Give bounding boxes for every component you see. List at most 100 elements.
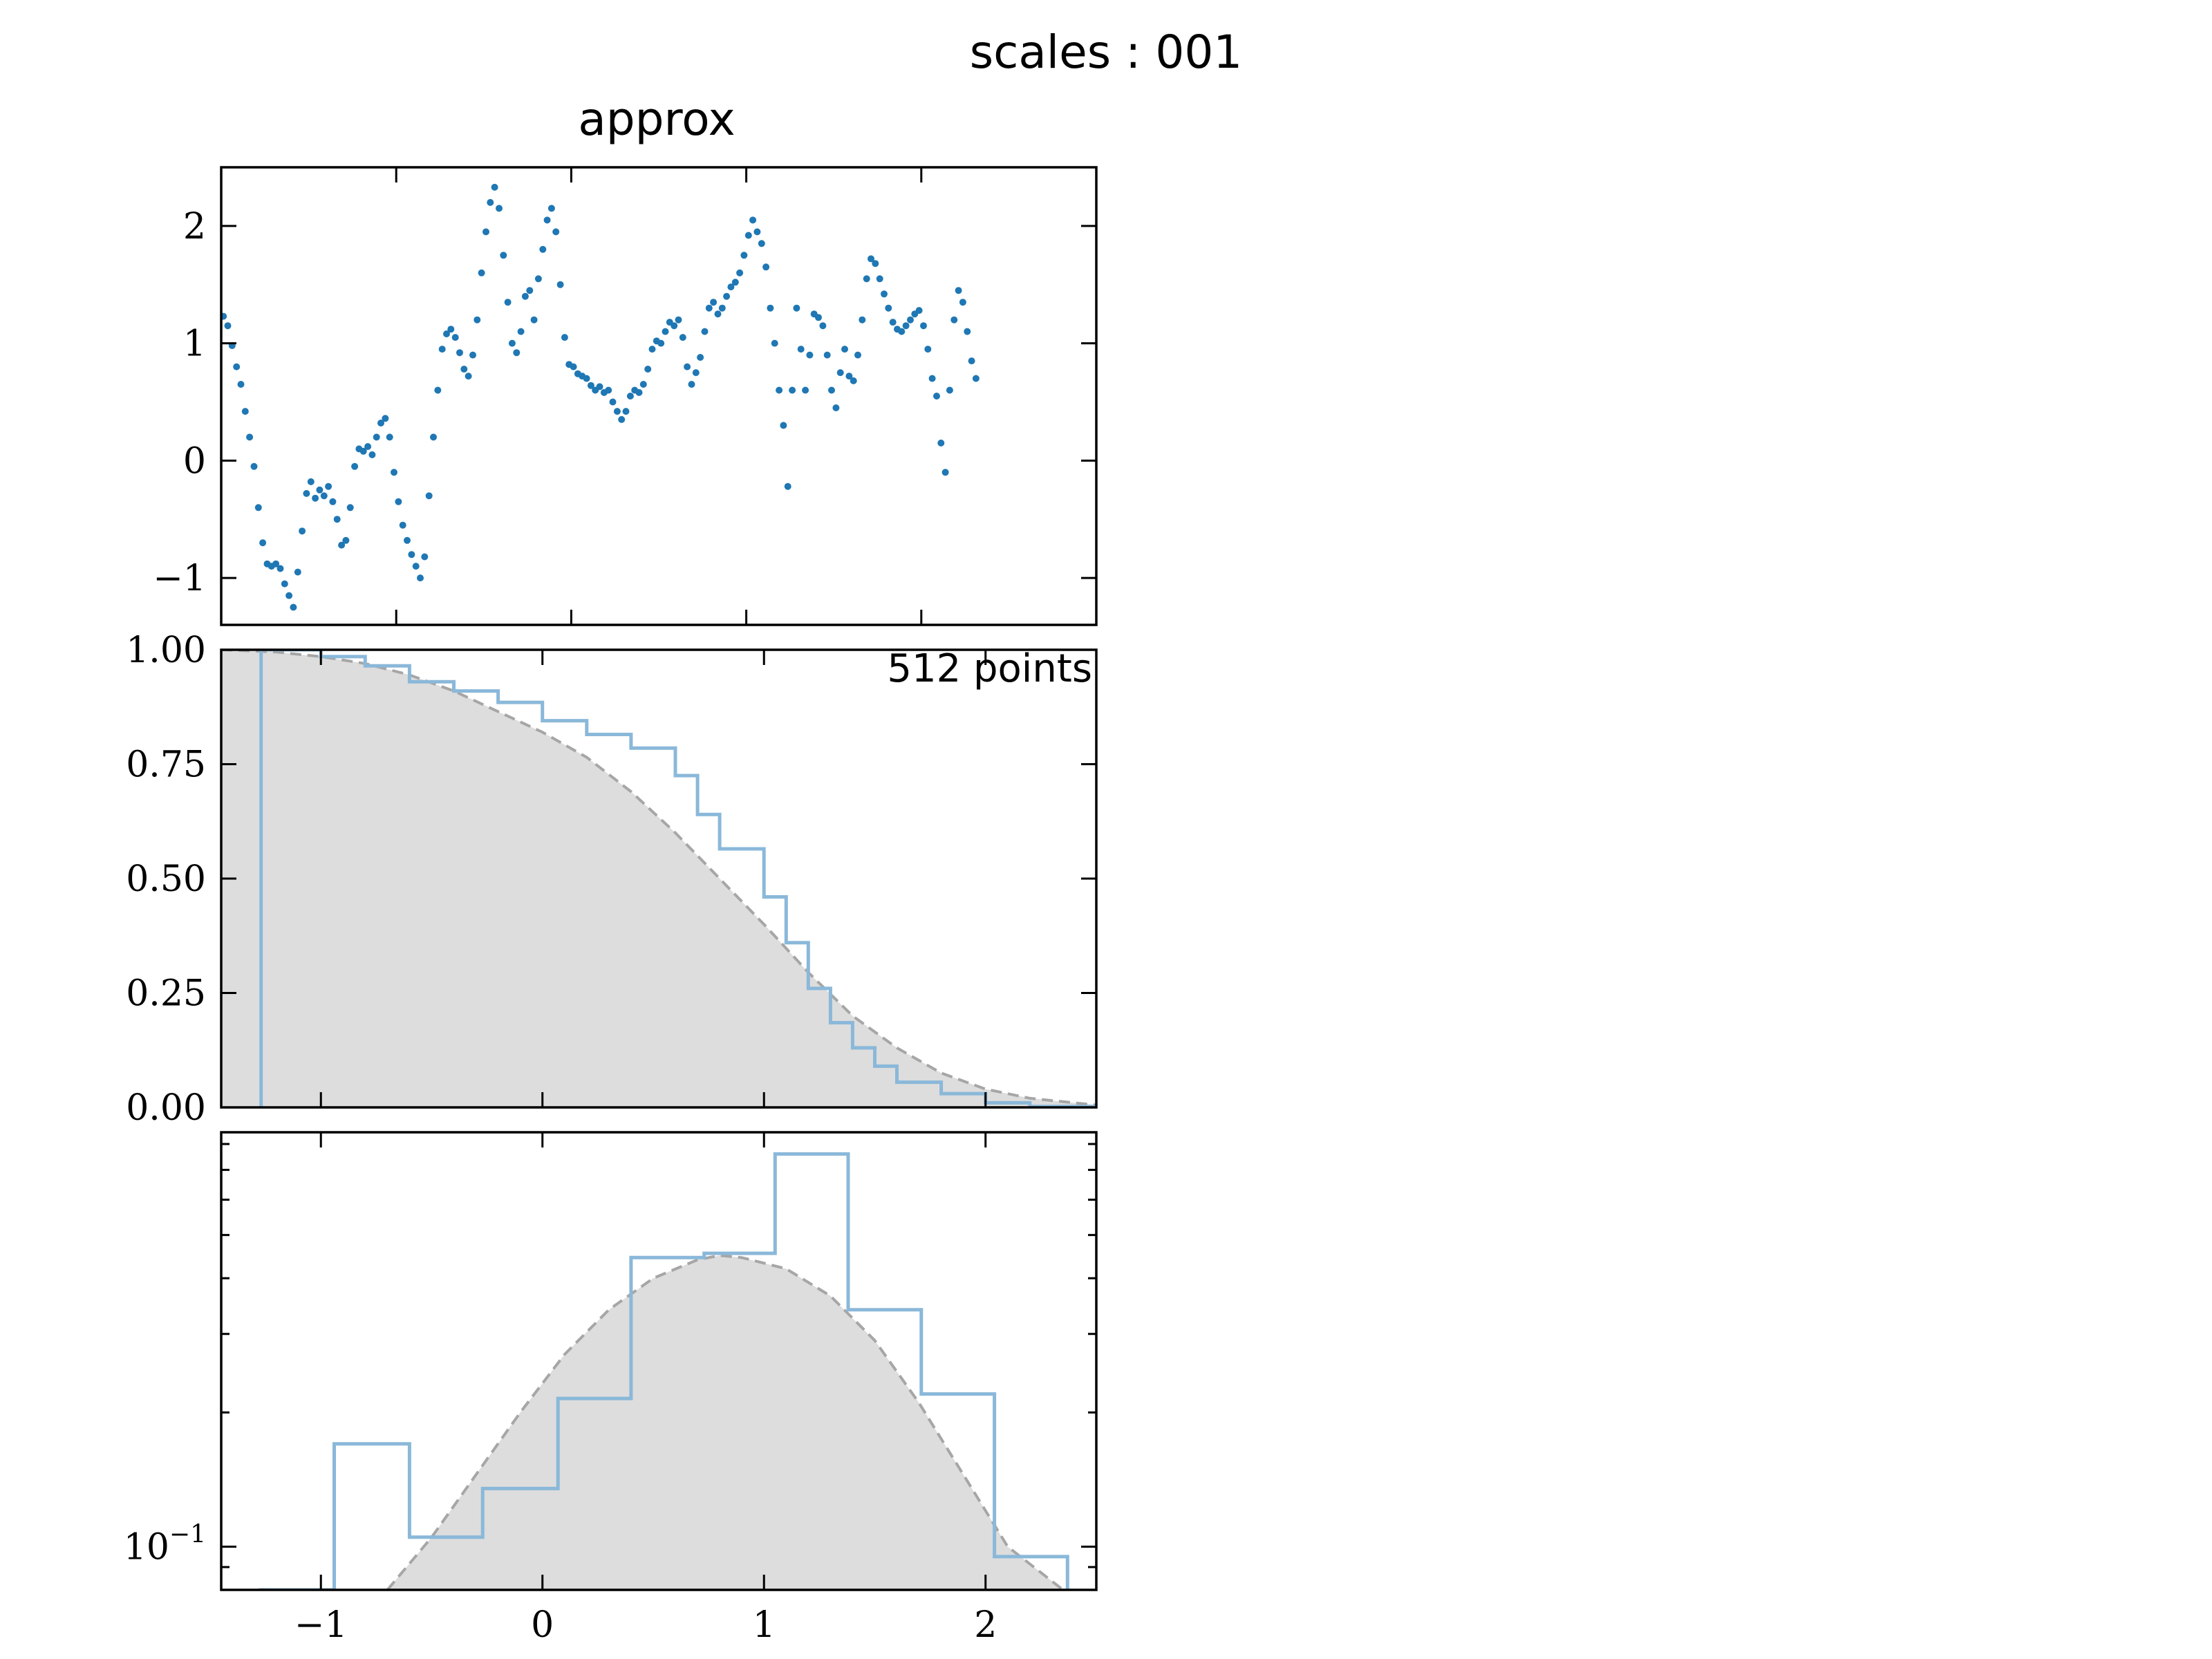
scatter-point bbox=[933, 393, 940, 400]
scatter-point bbox=[731, 279, 739, 286]
scatter-point bbox=[254, 504, 262, 512]
scatter-point bbox=[241, 408, 249, 415]
scatter-point bbox=[373, 433, 380, 441]
scatter-point bbox=[605, 386, 612, 394]
scatter-point bbox=[815, 314, 822, 321]
scatter-point bbox=[701, 328, 709, 335]
scatter-point bbox=[382, 415, 389, 422]
scatter-point bbox=[845, 373, 853, 380]
scatter-point bbox=[771, 339, 778, 347]
scatter-point bbox=[635, 388, 643, 396]
scatter-point bbox=[797, 346, 805, 353]
scatter-point bbox=[412, 563, 420, 570]
scatter-point bbox=[421, 553, 429, 561]
scatter-point bbox=[679, 334, 686, 341]
scatter-point bbox=[714, 310, 722, 318]
scatter-point bbox=[762, 263, 770, 271]
scatter-point bbox=[316, 486, 324, 494]
scatter-point bbox=[250, 462, 258, 470]
scatter-point bbox=[320, 492, 328, 500]
scatter-point bbox=[684, 363, 691, 371]
scatter-point bbox=[639, 381, 647, 388]
scatter-point bbox=[368, 451, 376, 458]
scatter-point bbox=[552, 228, 560, 236]
scatter-point bbox=[583, 375, 590, 382]
x-tick-label: 2 bbox=[974, 1604, 997, 1646]
scatter-point bbox=[386, 433, 393, 441]
scatter-point bbox=[430, 433, 437, 441]
scatter-point bbox=[438, 346, 446, 353]
scatter-point bbox=[955, 287, 962, 294]
scatter-point bbox=[907, 316, 914, 324]
panel-approx-scatter: approx −1 0 1 2 bbox=[153, 93, 1098, 626]
scatter-point bbox=[587, 382, 594, 389]
scatter-point bbox=[832, 404, 840, 411]
scatter-point bbox=[780, 422, 787, 429]
scatter-point bbox=[556, 281, 564, 288]
scatter-point bbox=[417, 574, 424, 582]
scatter-point bbox=[521, 292, 529, 300]
scatter-point bbox=[513, 349, 521, 357]
scatter-point bbox=[221, 312, 227, 320]
axes-frame bbox=[220, 1131, 1098, 1591]
scatter-point bbox=[434, 386, 442, 394]
scatter-point bbox=[744, 232, 752, 239]
scatter-point bbox=[443, 330, 450, 337]
scatter-point bbox=[224, 322, 232, 330]
scatter-point bbox=[547, 205, 555, 212]
x-tick-label: −1 bbox=[294, 1604, 348, 1646]
scatter-point bbox=[346, 504, 354, 512]
scatter-point bbox=[281, 580, 288, 588]
scatter-point bbox=[644, 366, 652, 373]
scatter-point bbox=[359, 447, 367, 455]
scatter-point bbox=[246, 433, 254, 441]
scatter-point bbox=[500, 252, 507, 259]
scatter-point bbox=[697, 354, 704, 361]
scatter-point bbox=[408, 551, 415, 559]
scatter-point bbox=[622, 408, 630, 415]
scatter-point bbox=[237, 381, 245, 388]
scatter-point bbox=[736, 269, 744, 276]
scatter-point bbox=[758, 240, 765, 247]
scatter-point bbox=[662, 328, 669, 335]
reference-curve bbox=[386, 1254, 1065, 1590]
panel-title: approx bbox=[578, 93, 735, 146]
scatter-point bbox=[793, 304, 800, 312]
scatter-point bbox=[534, 275, 542, 283]
scatter-point bbox=[543, 216, 551, 224]
scatter-point bbox=[451, 334, 459, 341]
scatter-point bbox=[425, 492, 433, 500]
scatter-point bbox=[596, 383, 603, 391]
y-tick-label: 0.00 bbox=[126, 1087, 206, 1129]
plot-area bbox=[221, 650, 1096, 1107]
scatter-point bbox=[819, 322, 827, 330]
scatter-point bbox=[399, 521, 406, 529]
scatter-point bbox=[338, 541, 346, 549]
scatter-point bbox=[767, 304, 774, 312]
scatter-point bbox=[404, 536, 411, 544]
scatter-point bbox=[276, 565, 284, 572]
scatter-point bbox=[259, 539, 267, 547]
y-tick-label: −1 bbox=[153, 558, 206, 599]
scatter-point bbox=[526, 287, 534, 294]
scatter-point bbox=[898, 328, 906, 335]
scatter-point bbox=[889, 319, 897, 326]
scatter-point bbox=[876, 275, 883, 283]
scatter-point bbox=[482, 228, 489, 236]
scatter-point bbox=[705, 304, 713, 312]
scatter-point bbox=[272, 560, 280, 568]
scatter-point bbox=[303, 489, 310, 497]
scatter-point bbox=[456, 349, 463, 357]
scatter-point bbox=[561, 334, 568, 341]
scatter-point bbox=[299, 527, 306, 535]
plot-area bbox=[259, 1152, 1069, 1590]
scatter-point bbox=[753, 228, 761, 236]
scatter-point bbox=[333, 516, 341, 523]
scatter-point bbox=[351, 462, 359, 470]
scatter-point bbox=[508, 339, 516, 347]
scatter-point bbox=[570, 363, 577, 371]
y-tick-label: 1.00 bbox=[126, 630, 206, 671]
scatter-point bbox=[740, 252, 748, 259]
scatter-point bbox=[946, 386, 953, 394]
y-tick-label-base: 10 bbox=[124, 1526, 169, 1568]
